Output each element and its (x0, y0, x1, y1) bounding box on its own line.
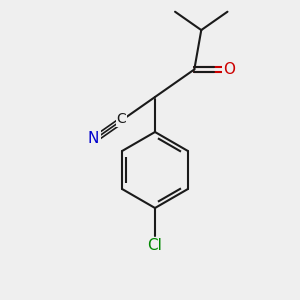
Text: Cl: Cl (148, 238, 162, 253)
Text: C: C (116, 112, 126, 126)
Text: N: N (88, 130, 99, 146)
Text: O: O (223, 62, 235, 77)
